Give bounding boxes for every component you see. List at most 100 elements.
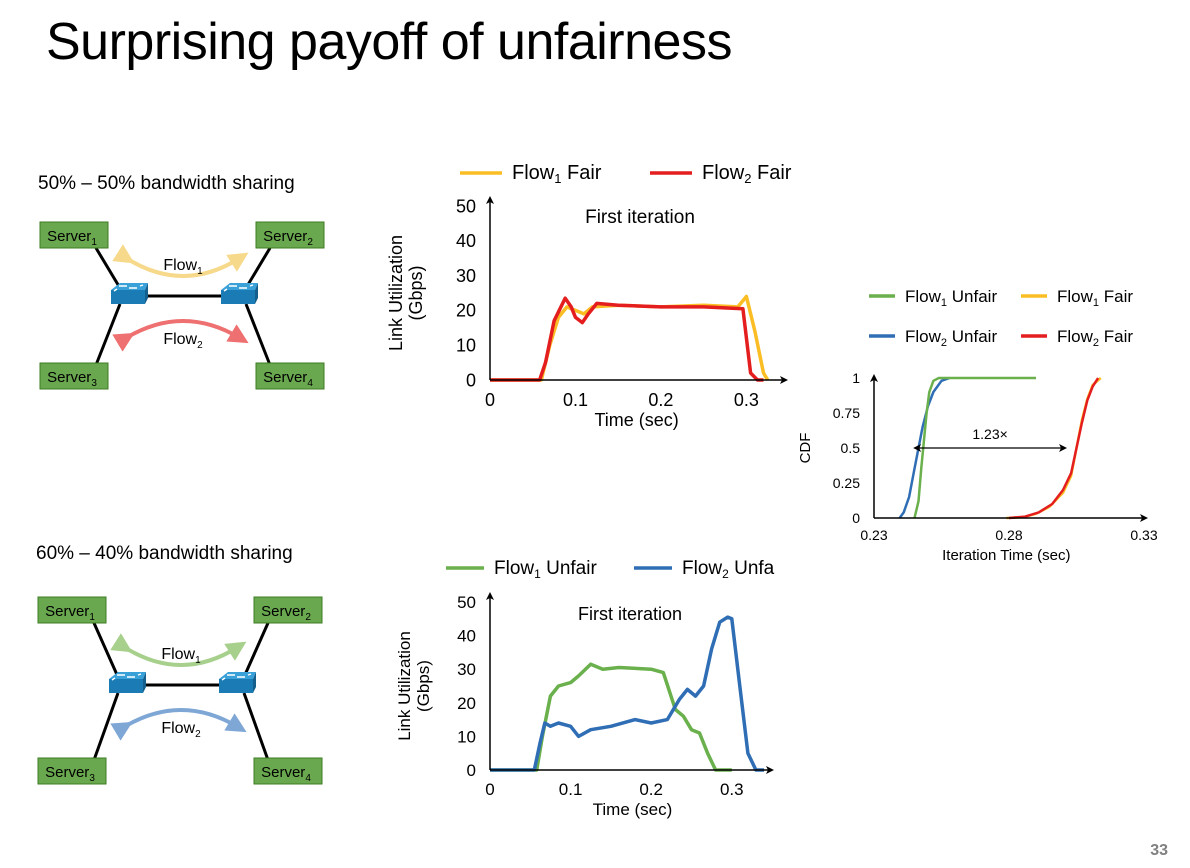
network-diagram-fair: Flow1 Flow2 Server1 Server2 Server3 Server4	[39, 221, 325, 390]
server-2: Server2	[253, 596, 323, 624]
y-tick-label: 1	[852, 370, 860, 386]
server-label: Server4	[261, 764, 311, 784]
legend-entry: Flow1 Fair	[512, 162, 602, 186]
server-box	[255, 362, 325, 390]
switch-arrows	[111, 673, 142, 681]
server-4: Server4	[253, 757, 323, 785]
y-axis-label: Link Utilization(Gbps)	[395, 631, 433, 741]
chart-title: First iteration	[585, 207, 695, 228]
y-tick-label: 0	[852, 510, 860, 526]
server-label: Server1	[45, 603, 95, 623]
annotation-label: 1.23×	[972, 426, 1007, 442]
server-box	[255, 221, 325, 249]
switch-top	[219, 672, 256, 679]
flow1-label: Flow1	[163, 257, 203, 277]
y-tick-label: 40	[456, 231, 476, 251]
server-label: Server3	[47, 369, 97, 389]
switch-arrows	[221, 673, 252, 681]
switch-top	[111, 283, 148, 290]
y-tick-label: 20	[457, 694, 476, 713]
server-label: Server1	[47, 228, 97, 248]
link-server3-switch	[94, 303, 122, 366]
server-label: Server3	[45, 764, 95, 784]
legend-entry: Flow2 Unfair	[905, 327, 997, 349]
switch-side	[109, 679, 143, 693]
x-tick-label: 0.33	[1130, 527, 1157, 543]
x-axis-label: Time (sec)	[593, 800, 673, 819]
y-tick-label: 10	[457, 727, 476, 746]
switch-edge	[145, 283, 148, 304]
network-diagram-unfair: Flow1 Flow2 Server1 Server2 Server3 Server4	[37, 596, 323, 785]
chart-cdf: 0.23 0.28 0.33 0 0.25 0.5 0.75 1 Iteration Time …	[797, 287, 1158, 564]
x-tick-label: 0.1	[563, 390, 588, 410]
server-box	[37, 596, 107, 624]
series-line-3	[898, 376, 951, 519]
switch-left-icon	[109, 672, 146, 693]
scenario-label-unfair: 60% – 40% bandwidth sharing	[36, 543, 293, 564]
link-server3-switch	[92, 692, 120, 761]
flow2-arrow	[112, 319, 249, 352]
y-tick-label: 0.75	[833, 405, 860, 421]
switch-top	[109, 672, 146, 679]
y-tick-label: 30	[456, 266, 476, 286]
legend-entry: Flow1 Unfair	[494, 558, 597, 581]
link-server2-switch	[242, 622, 270, 678]
switch-right-icon	[219, 672, 256, 693]
x-tick-label: 0	[485, 780, 494, 799]
legend-entry: Flow1 Fair	[1057, 287, 1133, 309]
y-tick-label: 30	[457, 660, 476, 679]
server-label: Server2	[263, 228, 313, 248]
server-4: Server4	[255, 362, 325, 390]
page-number: 33	[1150, 842, 1168, 859]
x-tick-label: 0.3	[720, 780, 744, 799]
y-tick-label: 0.25	[833, 475, 860, 491]
switch-arrows	[113, 284, 144, 292]
switch-side	[111, 290, 145, 304]
switch-right-icon	[221, 283, 258, 304]
series-line-2	[490, 296, 764, 382]
x-tick-label: 0.2	[648, 390, 673, 410]
y-tick-label: 50	[456, 196, 476, 216]
slide-title: Surprising payoff of unfairness	[46, 13, 732, 71]
legend-entry: Flow2 Unfa	[682, 558, 775, 581]
chart-unfair-utilization: 0 0.1 0.2 0.3 0 10 20 30 40 50 Time (sec) Link Util…	[395, 558, 775, 819]
y-tick-label: 0	[466, 370, 476, 390]
server-box	[37, 757, 107, 785]
switch-edge	[255, 283, 258, 304]
server-1: Server1	[39, 221, 109, 249]
server-box	[253, 757, 323, 785]
y-tick-label: 0.5	[841, 440, 861, 456]
series-line-4	[913, 376, 1036, 519]
flow2-arrow	[110, 708, 247, 741]
switch-top	[221, 283, 258, 290]
chart-fair-utilization: 0 0.1 0.2 0.3 0 10 20 30 40 50 Time (sec) Link Util…	[386, 162, 792, 430]
x-tick-label: 0.28	[995, 527, 1022, 543]
link-server1-switch	[92, 622, 120, 678]
server-3: Server3	[37, 757, 107, 785]
link-server4-switch	[244, 303, 272, 366]
legend-entry: Flow2 Fair	[702, 162, 792, 186]
link-server2-switch	[244, 247, 272, 289]
series-line-1	[490, 662, 732, 772]
flow2-label: Flow2	[161, 720, 201, 740]
switch-arrows	[223, 284, 254, 292]
switch-left-icon	[111, 283, 148, 304]
x-axis-label: Iteration Time (sec)	[942, 547, 1070, 564]
y-axis-label: CDF	[797, 433, 814, 464]
chart-title: First iteration	[578, 604, 682, 624]
y-axis-label: Link Utilization(Gbps)	[386, 235, 426, 351]
y-tick-label: 20	[456, 301, 476, 321]
scenario-label-fair: 50% – 50% bandwidth sharing	[38, 173, 295, 194]
x-tick-label: 0.3	[734, 390, 759, 410]
server-3: Server3	[39, 362, 109, 390]
server-2: Server2	[255, 221, 325, 249]
switch-side	[219, 679, 253, 693]
x-tick-label: 0.1	[559, 780, 583, 799]
server-label: Server2	[261, 603, 311, 623]
x-axis-label: Time (sec)	[594, 410, 678, 430]
y-tick-label: 0	[467, 761, 476, 780]
legend-entry: Flow1 Unfair	[905, 287, 997, 309]
x-tick-label: 0	[485, 390, 495, 410]
link-server1-switch	[94, 247, 122, 289]
x-tick-label: 0.2	[639, 780, 663, 799]
